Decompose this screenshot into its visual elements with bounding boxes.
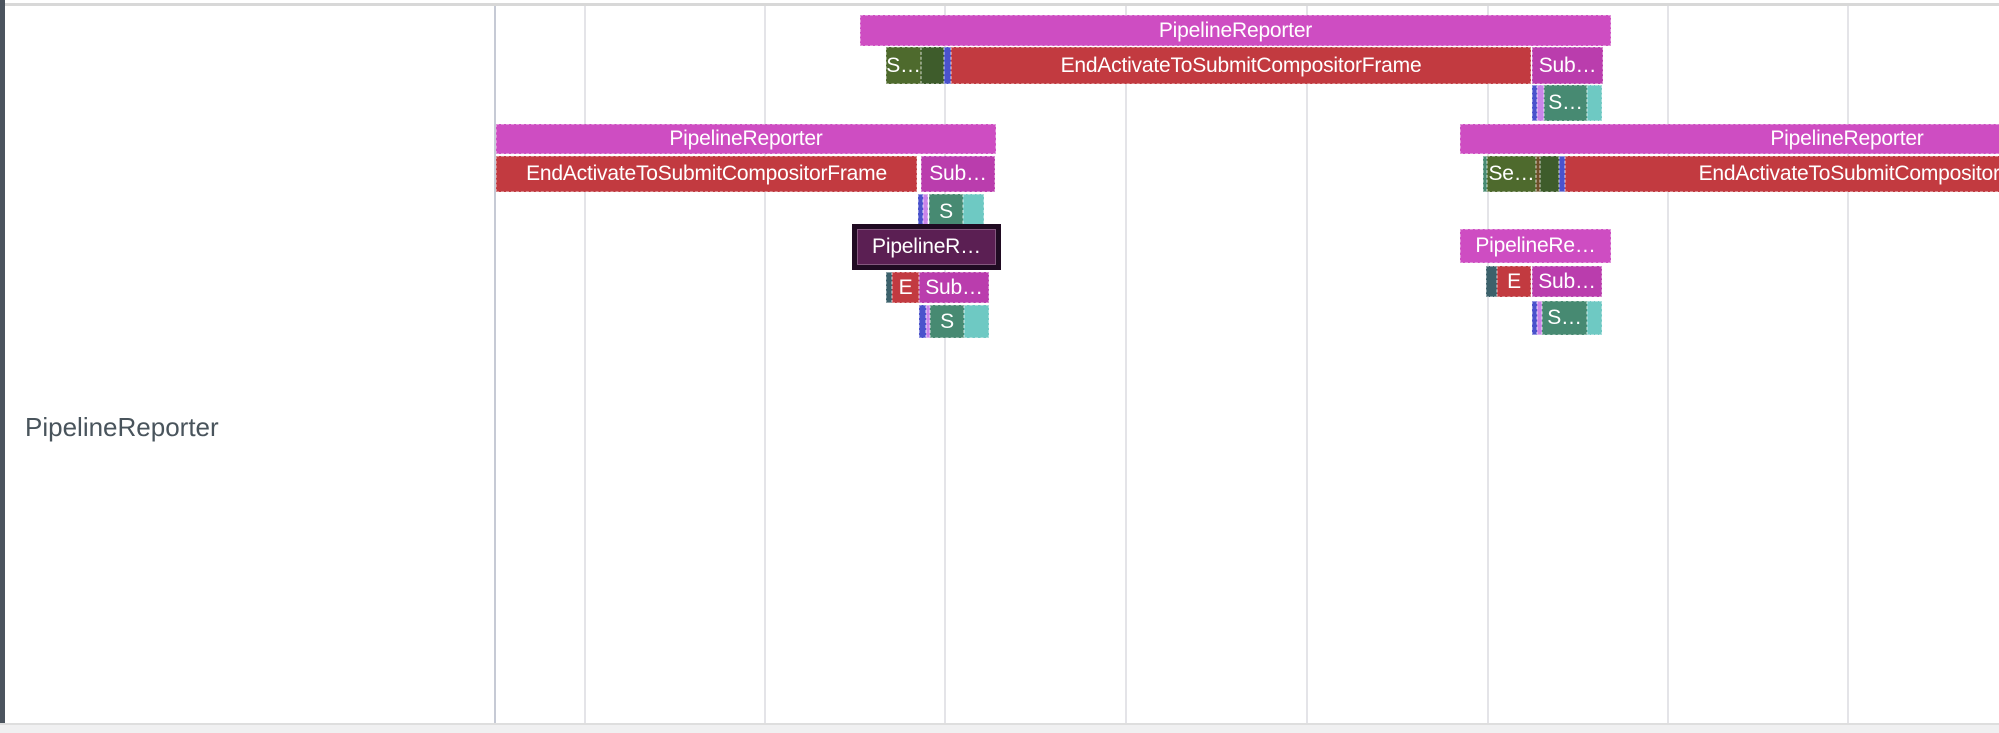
track-label-pipeline-reporter[interactable]: PipelineReporter: [25, 412, 219, 442]
gridline: [584, 6, 586, 723]
window-left-edge: [0, 0, 5, 723]
timeline-slice[interactable]: [921, 47, 944, 84]
timeline-slice[interactable]: EndActivateToSubmitCompositorFrame: [496, 156, 917, 192]
gridline: [1125, 6, 1127, 723]
timeline-slice[interactable]: E: [892, 272, 919, 303]
timeline-slice[interactable]: [1540, 156, 1559, 192]
timeline-slice[interactable]: [944, 47, 951, 84]
gridline: [1847, 6, 1849, 723]
timeline-slice[interactable]: S: [929, 194, 963, 229]
timeline-slice[interactable]: S…: [1544, 85, 1587, 121]
timeline-slice[interactable]: Se…: [1487, 156, 1536, 192]
timeline-slice[interactable]: EndActivateToSubmitCompositorFrame: [1565, 156, 1999, 192]
timeline-slice[interactable]: E: [1497, 266, 1531, 297]
timeline-slice[interactable]: [886, 272, 892, 303]
timeline-slice[interactable]: S…: [886, 47, 921, 84]
timeline-slice[interactable]: [964, 305, 989, 338]
selected-timeline-slice[interactable]: PipelineR…: [852, 224, 1001, 270]
timeline-slice[interactable]: [1536, 156, 1540, 192]
panel-divider-line: [494, 6, 496, 723]
timeline-slice[interactable]: PipelineReporter: [1460, 124, 1999, 154]
timeline-slice[interactable]: S…: [1542, 301, 1587, 335]
timeline-slice[interactable]: [1532, 85, 1537, 121]
timeline-slice[interactable]: [1587, 301, 1602, 335]
gridline: [1667, 6, 1669, 723]
timeline-slice[interactable]: [1537, 301, 1542, 335]
timeline-slice[interactable]: Sub…: [919, 272, 989, 303]
timeline-slice[interactable]: Sub…: [921, 156, 995, 192]
timeline-slice[interactable]: PipelineRe…: [1460, 229, 1611, 263]
timeline-slice[interactable]: [1532, 301, 1537, 335]
timeline-slice[interactable]: [1483, 156, 1487, 192]
timeline-slice[interactable]: S: [930, 305, 964, 338]
timeline-slice[interactable]: Sub…: [1532, 266, 1602, 297]
timeline-slice[interactable]: PipelineReporter: [860, 15, 1611, 46]
timeline-slice[interactable]: Sub…: [1532, 47, 1603, 84]
gridline: [944, 6, 946, 723]
timeline-slice[interactable]: PipelineReporter: [496, 124, 996, 154]
gridline: [1487, 6, 1489, 723]
gridline: [1306, 6, 1308, 723]
horizontal-scrollbar-track[interactable]: [0, 723, 1999, 733]
flame-chart-canvas[interactable]: PipelineReporter S… EndActivateToSubmitCom…: [0, 6, 1999, 723]
timeline-slice[interactable]: EndActivateToSubmitCompositorFrame: [951, 47, 1531, 84]
timeline-slice[interactable]: [1587, 85, 1602, 121]
gridline: [764, 6, 766, 723]
timeline-slice[interactable]: [926, 305, 930, 338]
timeline-slice[interactable]: [1486, 266, 1497, 297]
timeline-slice[interactable]: [1537, 85, 1544, 121]
timeline-top-divider: [5, 3, 1999, 6]
timeline-slice[interactable]: [919, 305, 926, 338]
timeline-slice[interactable]: [1559, 156, 1565, 192]
